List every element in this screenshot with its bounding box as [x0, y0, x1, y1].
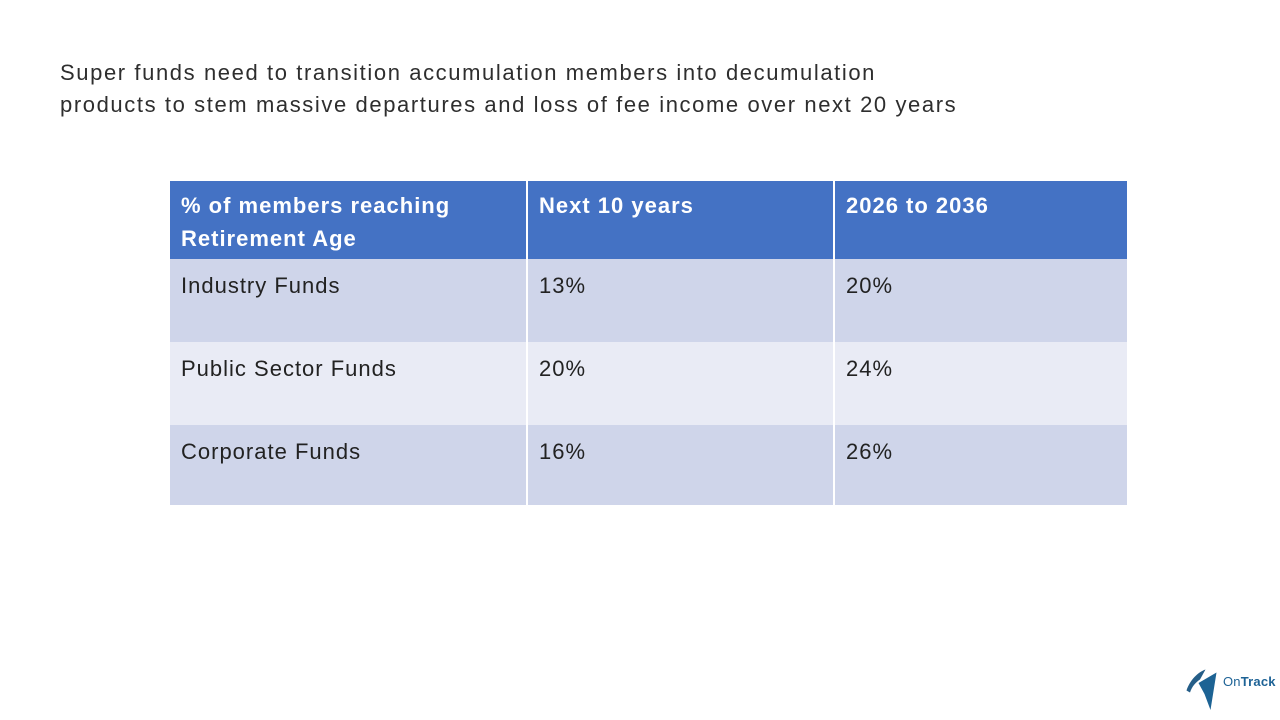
table-header-row: % of members reaching Retirement Age Nex…: [170, 181, 1127, 259]
logo-text-on: On: [1223, 674, 1241, 689]
slide-title-line-1: Super funds need to transition accumulat…: [60, 60, 877, 85]
cell-value-next-10-years: 16%: [527, 425, 835, 505]
header-cell-2026-to-2036: 2026 to 2036: [834, 181, 1127, 259]
cell-value-next-10-years: 13%: [527, 259, 835, 342]
cell-value-2026-to-2036: 24%: [846, 356, 894, 381]
table-row-public-sector-funds: Public Sector Funds 20% 24%: [170, 342, 1127, 425]
header-cell-members-reaching-retirement: % of members reaching Retirement Age: [170, 181, 528, 259]
retirement-members-table: % of members reaching Retirement Age Nex…: [170, 181, 1127, 505]
ontrack-logo: OnTrack: [1186, 669, 1276, 715]
cell-value-2026-to-2036: 20%: [846, 273, 894, 298]
ontrack-logo-text: OnTrack: [1223, 674, 1276, 689]
header-cell-next-10-years: Next 10 years: [527, 181, 835, 259]
cell-value-2026-to-2036: 26%: [846, 439, 894, 464]
cell-row-label: Corporate Funds: [170, 425, 528, 505]
cell-value-next-10-years: 20%: [527, 342, 835, 425]
slide-title: Super funds need to transition accumulat…: [60, 57, 957, 121]
table-row-corporate-funds: Corporate Funds 16% 26%: [170, 425, 1127, 505]
cell-row-label: Industry Funds: [170, 259, 528, 342]
cell-row-label: Public Sector Funds: [170, 342, 528, 425]
slide-title-line-2: products to stem massive departures and …: [60, 92, 958, 117]
logo-text-track: Track: [1240, 674, 1276, 689]
ontrack-swoosh-icon: [1186, 669, 1217, 710]
table-row-industry-funds: Industry Funds 13% 20%: [170, 259, 1127, 342]
